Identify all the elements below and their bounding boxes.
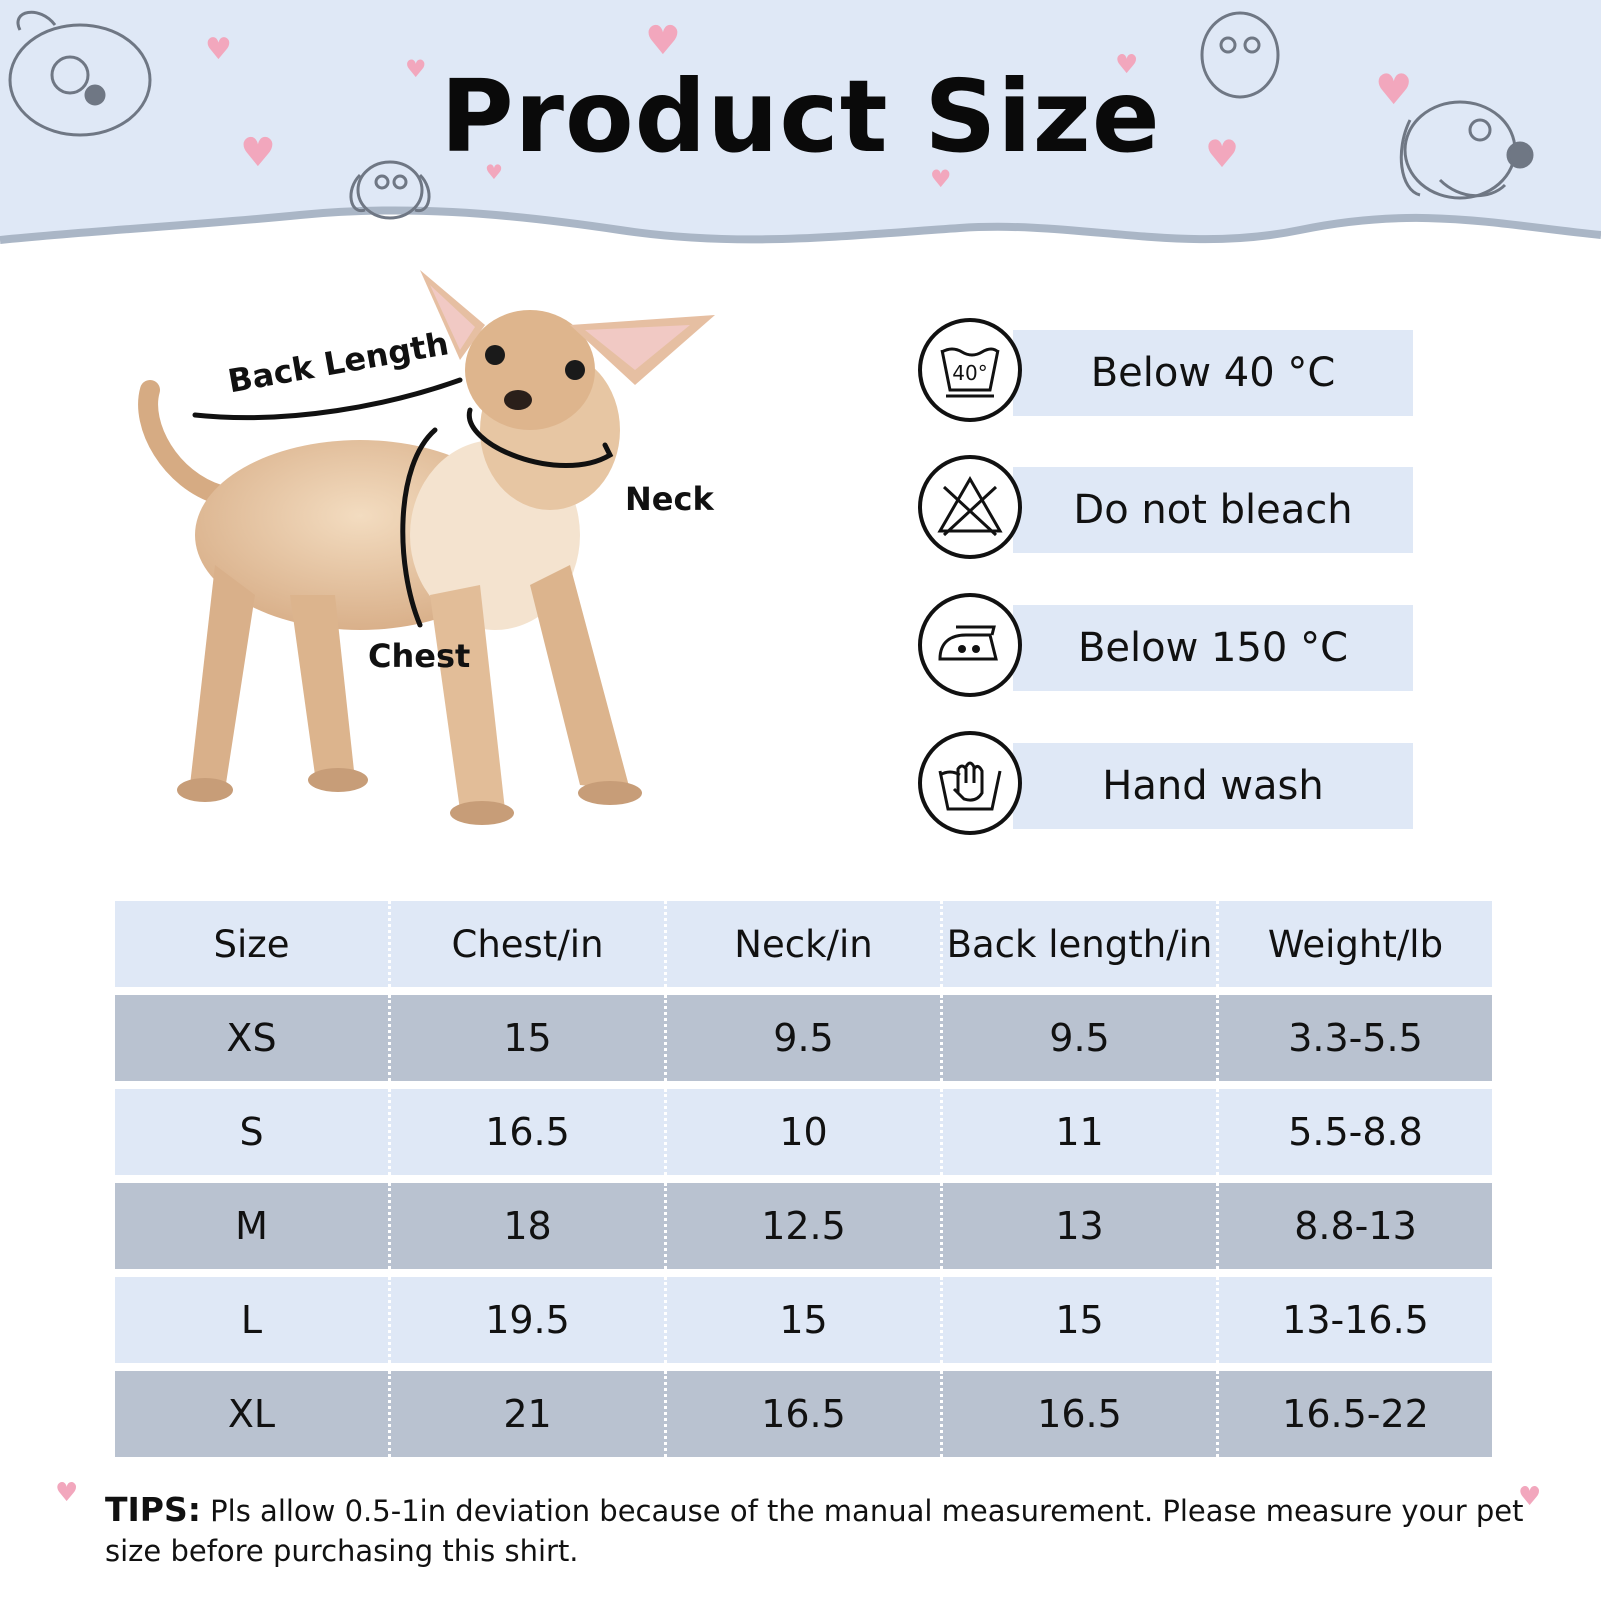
table-row: XL 21 16.5 16.5 16.5-22 — [115, 1371, 1492, 1457]
table-cell: 16.5 — [667, 1371, 943, 1457]
page-title: Product Size — [440, 58, 1161, 175]
table-cell: 13-16.5 — [1219, 1277, 1492, 1363]
table-cell: 12.5 — [667, 1183, 943, 1269]
cartoon-puppy-icon — [349, 160, 431, 220]
care-bar — [1013, 330, 1413, 416]
table-header-row: Size Chest/in Neck/in Back length/in Wei… — [115, 901, 1492, 987]
table-cell: 16.5 — [391, 1089, 667, 1175]
table-cell: 15 — [667, 1277, 943, 1363]
header-banner: ♥ ♥ ♥ ♥ ♥ ♥ ♥ ♥ ♥ Product Size — [0, 0, 1601, 260]
tips-text: Pls allow 0.5-1in deviation because of t… — [105, 1494, 1524, 1568]
heart-icon: ♥ — [485, 160, 503, 184]
table-cell: 15 — [943, 1277, 1219, 1363]
heart-icon: ♥ — [1375, 65, 1413, 114]
heart-icon: ♥ — [205, 32, 232, 67]
table-cell: 9.5 — [667, 995, 943, 1081]
table-cell: 11 — [943, 1089, 1219, 1175]
care-label: Below 40 °C — [1090, 350, 1336, 396]
table-cell: XL — [115, 1371, 391, 1457]
table-cell: S — [115, 1089, 391, 1175]
table-cell: 15 — [391, 995, 667, 1081]
neck-label: Neck — [625, 480, 714, 518]
care-item: Hand wash — [918, 731, 1418, 841]
care-item: Do not bleach — [918, 455, 1418, 565]
column-header: Weight/lb — [1219, 901, 1492, 987]
heart-icon: ♥ — [1115, 50, 1139, 80]
iron-icon — [918, 593, 1022, 697]
care-label: Hand wash — [1102, 763, 1324, 809]
size-table: Size Chest/in Neck/in Back length/in Wei… — [115, 893, 1492, 1465]
care-bar — [1013, 743, 1413, 829]
hand-wash-icon — [918, 731, 1022, 835]
column-header: Chest/in — [391, 901, 667, 987]
column-header: Back length/in — [943, 901, 1219, 987]
dog-measurement-diagram: Back Length Neck Chest — [130, 265, 750, 865]
tips-note: TIPS: Pls allow 0.5-1in deviation becaus… — [105, 1490, 1525, 1571]
heart-icon: ♥ — [1518, 1482, 1542, 1512]
table-cell: 9.5 — [943, 995, 1219, 1081]
table-row: M 18 12.5 13 8.8-13 — [115, 1183, 1492, 1269]
wave-background — [0, 0, 1601, 244]
table-cell: 5.5-8.8 — [1219, 1089, 1492, 1175]
cartoon-bulldog-icon — [1200, 11, 1280, 99]
table-cell: M — [115, 1183, 391, 1269]
table-row: S 16.5 10 11 5.5-8.8 — [115, 1089, 1492, 1175]
heart-icon: ♥ — [930, 165, 952, 193]
table-cell: 10 — [667, 1089, 943, 1175]
cartoon-dog-icon — [8, 10, 152, 137]
table-row: L 19.5 15 15 13-16.5 — [115, 1277, 1492, 1363]
heart-icon: ♥ — [645, 18, 681, 64]
svg-text:40°: 40° — [952, 361, 987, 385]
heart-icon: ♥ — [55, 1478, 79, 1508]
care-bar — [1013, 605, 1413, 691]
wash-40-icon: 40° — [918, 318, 1022, 422]
heart-icon: ♥ — [240, 130, 276, 176]
chest-label: Chest — [368, 637, 471, 675]
care-bar — [1013, 467, 1413, 553]
care-item: Below 150 °C — [918, 593, 1418, 703]
table-cell: 3.3-5.5 — [1219, 995, 1492, 1081]
table-cell: 16.5-22 — [1219, 1371, 1492, 1457]
table-cell: 13 — [943, 1183, 1219, 1269]
table-row: XS 15 9.5 9.5 3.3-5.5 — [115, 995, 1492, 1081]
cartoon-smiling-dog-icon — [1399, 100, 1534, 200]
heart-icon: ♥ — [405, 55, 427, 83]
table-cell: 18 — [391, 1183, 667, 1269]
tips-label: TIPS: — [105, 1490, 201, 1529]
column-header: Size — [115, 901, 391, 987]
dog-illustration — [138, 270, 715, 825]
table-cell: 21 — [391, 1371, 667, 1457]
table-cell: 16.5 — [943, 1371, 1219, 1457]
table-cell: XS — [115, 995, 391, 1081]
table-cell: 8.8-13 — [1219, 1183, 1492, 1269]
no-bleach-icon — [918, 455, 1022, 559]
care-label: Do not bleach — [1073, 487, 1353, 533]
column-header: Neck/in — [667, 901, 943, 987]
care-item: 40° Below 40 °C — [918, 318, 1418, 428]
table-cell: 19.5 — [391, 1277, 667, 1363]
heart-icon: ♥ — [1205, 132, 1240, 176]
table-cell: L — [115, 1277, 391, 1363]
care-label: Below 150 °C — [1077, 625, 1349, 671]
